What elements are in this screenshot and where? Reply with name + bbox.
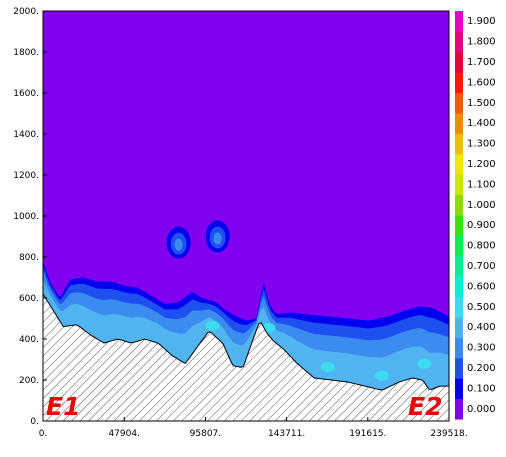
colorbar-label: 1.200 [467,159,496,170]
colorbar-swatch [455,378,463,400]
y-tick-label: 1600. [13,89,39,99]
y-tick-label: 800. [19,253,39,263]
y-tick-label: 2000. [13,7,39,17]
y-tick-label: 200. [19,376,39,386]
colorbar-label: 1.100 [467,179,496,190]
colorbar-swatch [455,398,463,420]
colorbar-label: 1.500 [467,98,496,109]
colorbar-swatch [455,357,463,379]
colorbar-label: 1.800 [467,37,496,48]
contour-pocket-0-500 [375,370,390,381]
colorbar-label: 0.800 [467,241,496,252]
colorbar-label: 1.300 [467,139,496,150]
x-tick-label: 239518. [430,429,467,439]
colorbar-swatch [455,153,463,175]
terrain-hatch [43,292,449,421]
colorbar-swatch [455,276,463,298]
y-tick-label: 400. [19,335,39,345]
colorbar-label: 0.400 [467,322,496,333]
colorbar-swatch [455,11,463,32]
colorbar-label: 0.600 [467,281,496,292]
annotation-left-endpoint: E1 [46,392,80,421]
colorbar-label: 0.700 [467,261,496,272]
contour-pocket-0-500 [320,361,335,372]
colorbar-swatch [455,337,463,359]
contour-pocket-0-500 [417,358,432,369]
upper-blob-core [213,232,222,245]
colorbar-swatch [455,194,463,216]
colorbar-swatch [455,31,463,53]
x-tick-label: 47904. [108,429,140,439]
y-tick-label: 600. [19,294,39,304]
colorbar-label: 0.900 [467,220,496,231]
colorbar-label: 0.100 [467,383,496,394]
x-tick-label: 191615. [349,429,386,439]
colorbar-swatch [455,113,463,134]
colorbar-swatch [455,296,463,318]
colorbar-label: 1.900 [467,16,496,27]
colorbar-swatch [455,174,463,196]
colorbar-swatch [455,72,463,94]
colorbar-swatch [455,235,463,257]
colorbar-label: 0.200 [467,363,496,374]
colorbar-swatch [455,317,463,338]
contour-pocket-0-500 [205,320,220,331]
x-tick-label: 95807. [190,429,222,439]
y-tick-label: 0. [30,417,39,427]
colorbar-label: 1.400 [467,118,496,129]
colorbar-label: 1.700 [467,57,496,68]
colorbar-label: 0.500 [467,302,496,313]
x-tick-label: 143711. [268,429,305,439]
upper-blob-core [174,238,183,251]
y-tick-label: 1000. [13,212,39,222]
y-tick-label: 1200. [13,171,39,181]
annotation-right-endpoint: E2 [408,392,442,421]
colorbar-label: 1.600 [467,77,496,88]
colorbar-swatch [455,92,463,114]
y-tick-label: 1800. [13,48,39,58]
colorbar-swatch [455,215,463,236]
colorbar-swatch [455,51,463,73]
colorbar-label: 0.300 [467,343,496,354]
colorbar-label: 1.000 [467,200,496,211]
y-tick-label: 1400. [13,130,39,140]
colorbar-swatch [455,255,463,277]
colorbar-swatch [455,133,463,155]
colorbar-label: 0.000 [467,404,496,415]
x-tick-label: 0. [39,429,48,439]
